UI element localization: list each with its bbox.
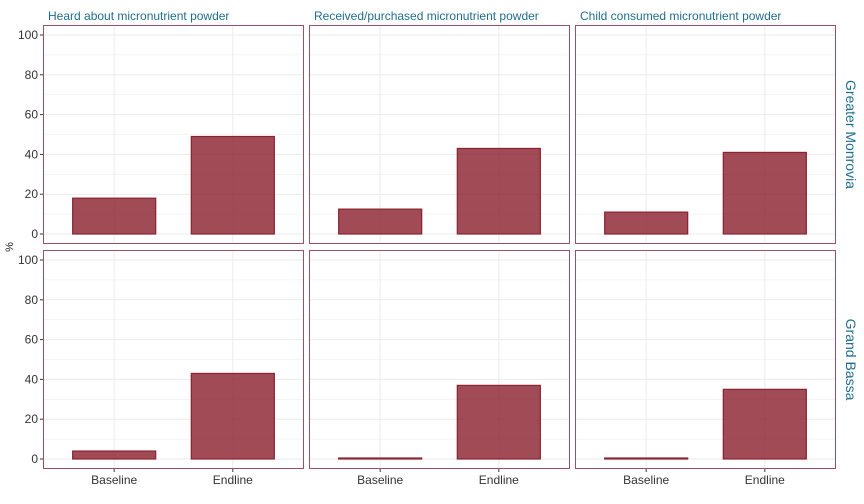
bar-r0c0-baseline [72,197,157,235]
y-tick-label: 60 [25,108,39,122]
bar-r1c1-endline [456,384,541,460]
bar-r1c2-endline [722,388,807,460]
y-axis-title: % [4,242,16,252]
bar-r1c2-baseline [604,457,689,460]
y-tick-label: 80 [25,293,39,307]
y-tick-label: 0 [31,452,38,466]
bar-r1c0-endline [190,372,275,460]
bar-r1c0-baseline [72,450,157,460]
x-tick-label: Endline [479,473,519,487]
panel-border-r1c1 [309,250,570,469]
y-tick-label: 0 [31,227,38,241]
panel-border-r0c1 [309,25,570,244]
x-tick-label: Endline [213,473,253,487]
facet-title-col-1: Received/purchased micronutrient powder [314,9,539,23]
bar-r0c1-baseline [338,208,423,235]
panel-border-r1c2 [575,250,836,469]
panel-border-r0c0 [43,25,304,244]
y-tick-label: 20 [25,412,39,426]
panel-border-r1c0 [43,250,304,469]
facet-title-row-0: Greater Monrovia [843,80,859,189]
x-tick-label: Baseline [91,473,137,487]
facet-title-row-1: Grand Bassa [843,319,859,401]
y-tick-label: 100 [18,253,38,267]
x-tick-label: Baseline [623,473,669,487]
bar-r1c1-baseline [338,457,423,460]
panel-border-r0c2 [575,25,836,244]
facet-title-col-0: Heard about micronutrient powder [48,9,229,23]
y-tick-label: 60 [25,333,39,347]
x-tick-label: Baseline [357,473,403,487]
y-tick-label: 20 [25,187,39,201]
x-tick-label: Endline [745,473,785,487]
y-tick-label: 80 [25,68,39,82]
bar-r0c2-endline [722,151,807,235]
facet-title-col-2: Child consumed micronutrient powder [580,9,781,23]
bar-r0c2-baseline [604,211,689,235]
bar-r0c0-endline [190,135,275,235]
y-tick-label: 40 [25,147,39,161]
y-tick-label: 100 [18,28,38,42]
y-tick-label: 40 [25,372,39,386]
bar-r0c1-endline [456,147,541,235]
